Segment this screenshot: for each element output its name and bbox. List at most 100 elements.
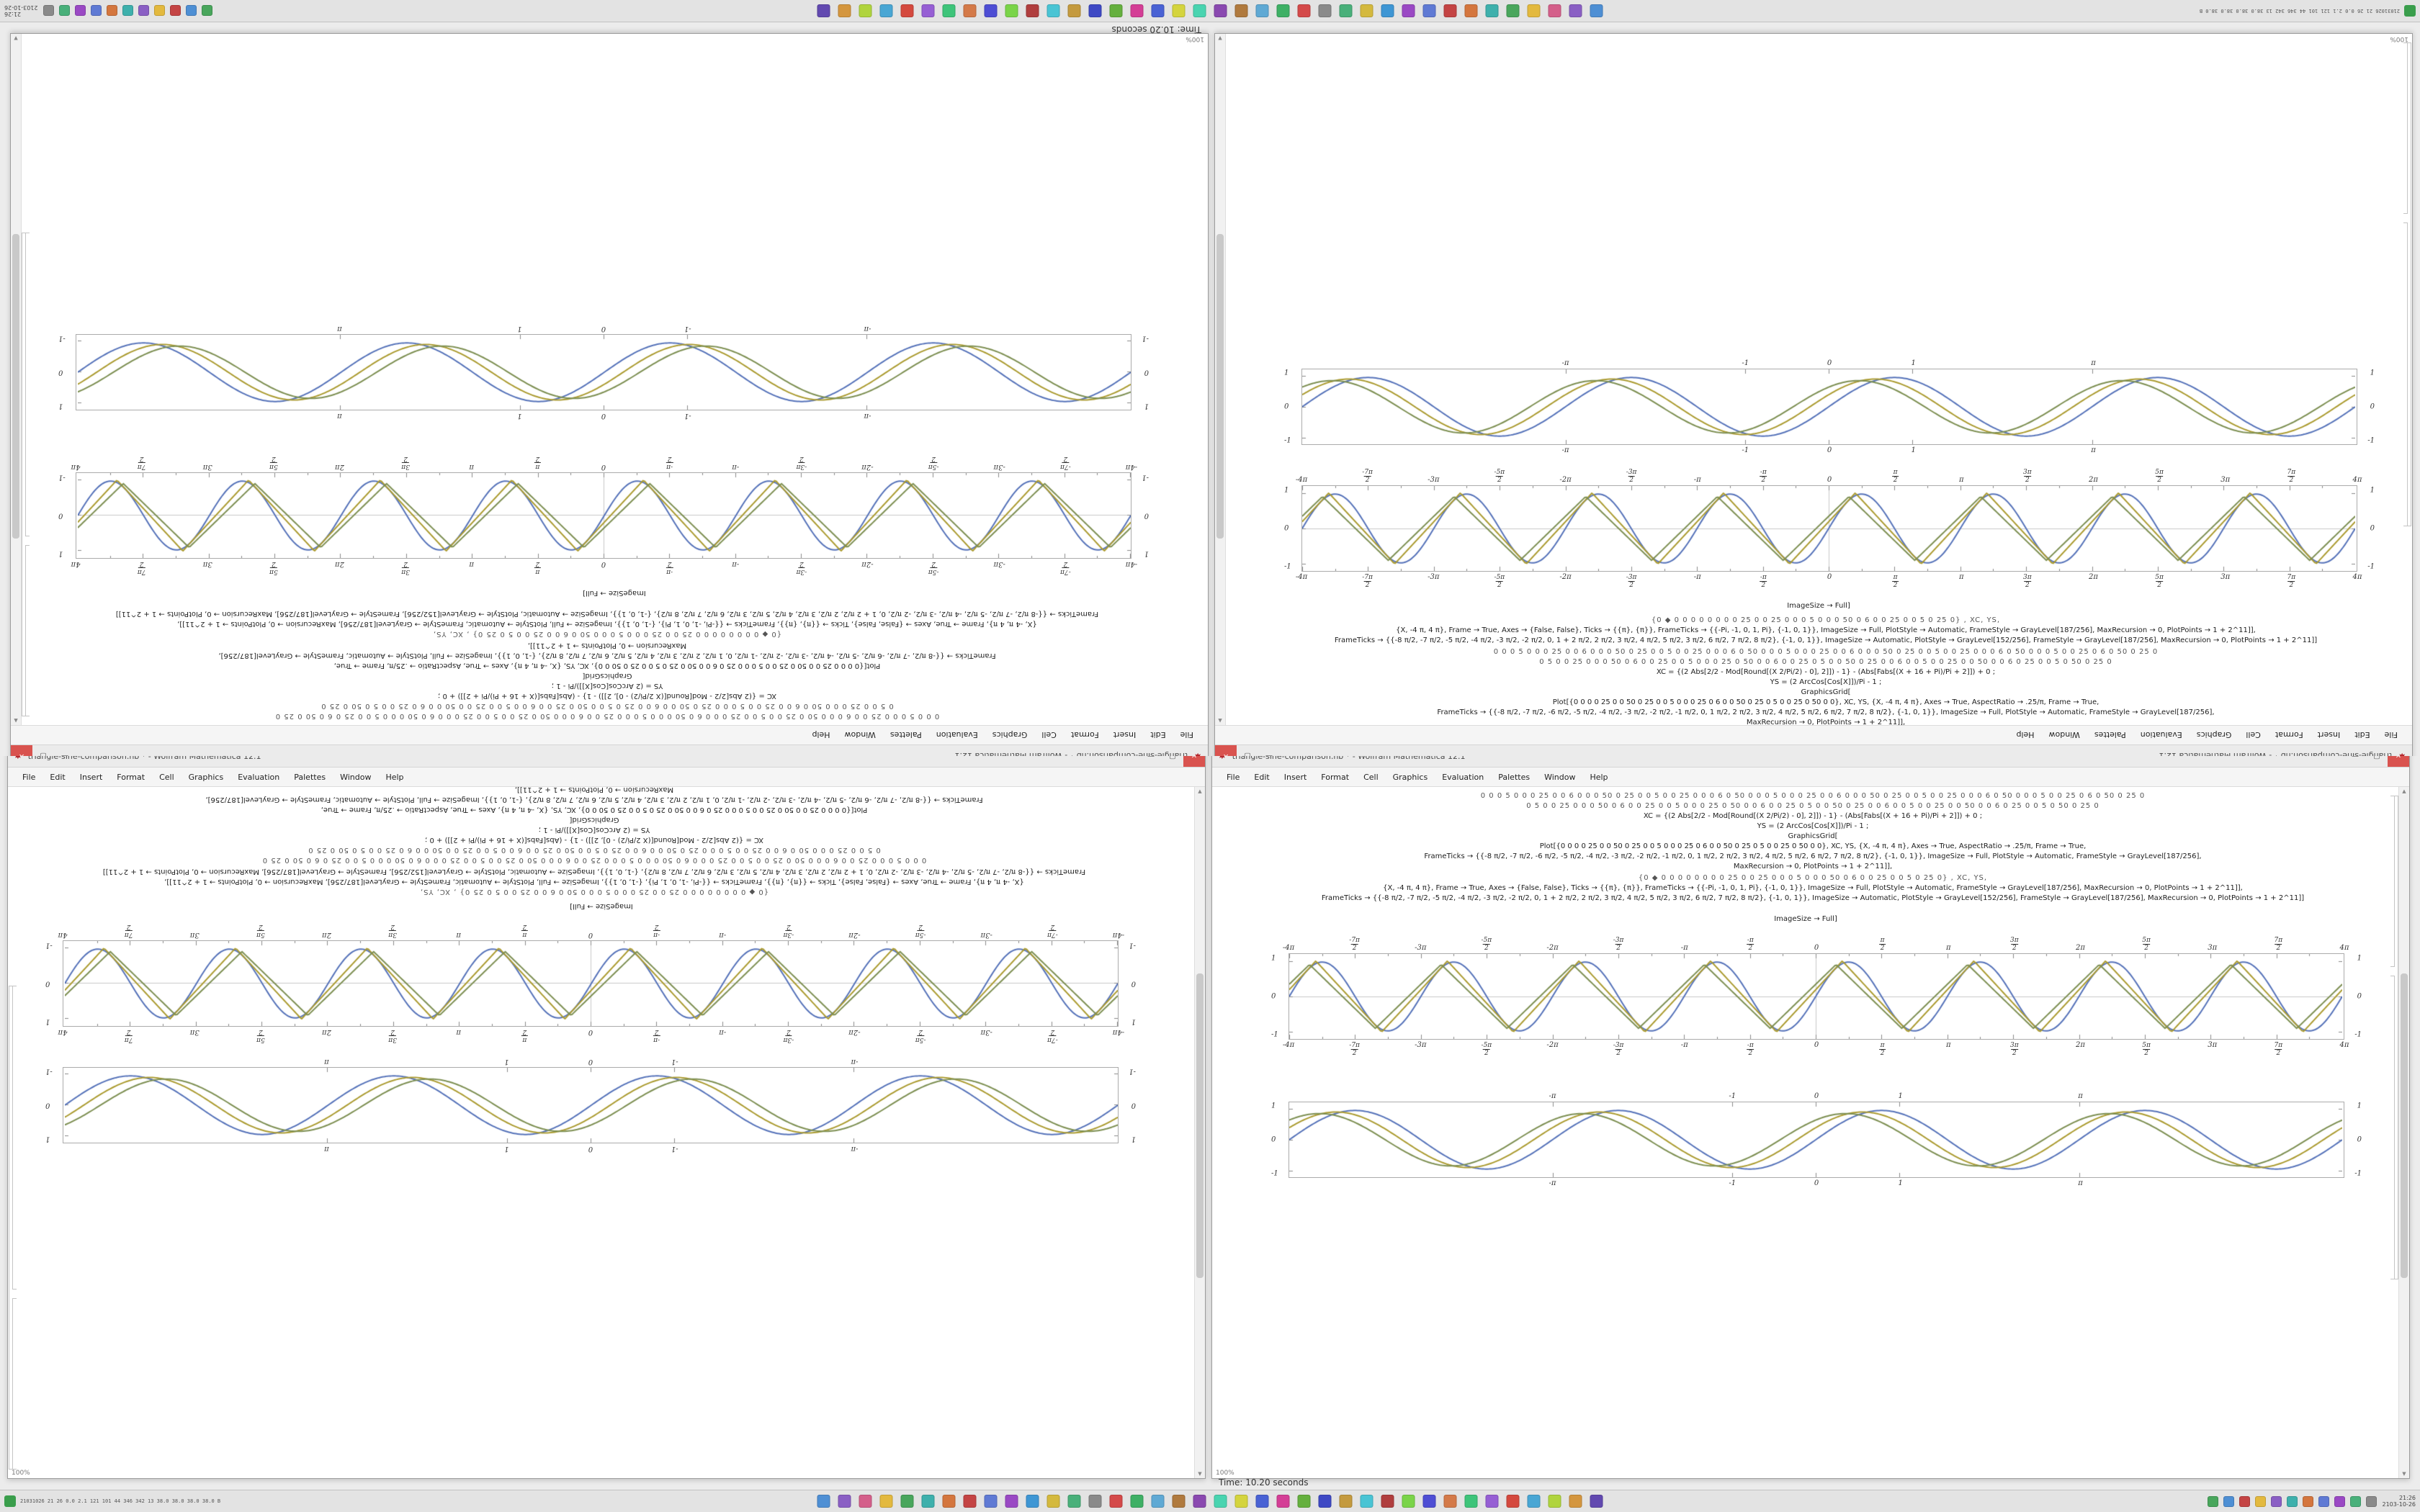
window-titlebar[interactable]: ✸ triangle-sine-comparison.nb * - Wolfra…	[8, 756, 1205, 768]
menu-item-insert[interactable]: Insert	[1283, 772, 1307, 782]
taskbar-app-icon[interactable]	[1214, 1495, 1227, 1508]
taskbar-app-icon[interactable]	[1130, 1495, 1144, 1508]
taskbar-app-icon[interactable]	[1151, 4, 1165, 17]
menu-item-edit[interactable]: Edit	[1150, 730, 1166, 740]
plot-output-dense-ticks[interactable]: -4π -7π 2 -3π -5π 2 -2π -3π 2 -π -π 2 0 π 2 π 3π 2 2π 5π 2 3π…	[45, 922, 1136, 1045]
taskbar-app-icon[interactable]	[1590, 1495, 1603, 1508]
taskbar-app-icon[interactable]	[984, 4, 998, 17]
plot-output-smooth-sine[interactable]: -π -1 0 1 π 1 1 0 0 -1 -1 -π -1 0 1 π	[1284, 354, 2375, 459]
menu-item-help[interactable]: Help	[1590, 772, 1608, 782]
tray-icon[interactable]	[2334, 1495, 2345, 1507]
tray-icon[interactable]	[107, 5, 118, 17]
tray-icon[interactable]	[2238, 1495, 2250, 1507]
tray-icon[interactable]	[2286, 1495, 2298, 1507]
menu-item-graphics[interactable]: Graphics	[992, 730, 1028, 740]
zoom-level[interactable]: 100%	[1186, 35, 1204, 42]
menu-item-window[interactable]: Window	[2048, 730, 2080, 740]
tray-icon[interactable]	[122, 5, 134, 17]
taskbar-app-icon[interactable]	[1464, 4, 1478, 17]
taskbar-app-icon[interactable]	[859, 1495, 872, 1508]
taskbar-app-icon[interactable]	[879, 1495, 893, 1508]
code-cell-definitions[interactable]: 0 0 0 5 0 0 0 25 0 0 6 0 0 0 50 0 25 0 0…	[68, 787, 1120, 865]
taskbar-app-icon[interactable]	[1067, 1495, 1081, 1508]
maximize-button[interactable]: ▢	[40, 752, 47, 757]
window-titlebar[interactable]: ✸ triangle-sine-comparison.nb * - Wolfra…	[11, 744, 1208, 756]
menu-item-format[interactable]: Format	[1070, 730, 1099, 740]
taskbar-app-icon[interactable]	[838, 1495, 851, 1508]
tray-icon[interactable]	[202, 5, 213, 17]
scroll-up-arrow-icon[interactable]: ▲	[14, 718, 18, 724]
taskbar-app-icon[interactable]	[1067, 4, 1081, 17]
vertical-scrollbar[interactable]: ▲ ▼	[1194, 787, 1205, 1478]
tray-icon[interactable]	[2207, 1495, 2218, 1507]
scroll-up-arrow-icon[interactable]: ▲	[2402, 788, 2406, 794]
menu-item-insert[interactable]: Insert	[2317, 730, 2341, 740]
cell-bracket[interactable]	[2390, 796, 2395, 967]
scroll-down-arrow-icon[interactable]: ▼	[1218, 35, 1222, 41]
taskbar-app-icon[interactable]	[1109, 1495, 1123, 1508]
menu-item-graphics[interactable]: Graphics	[188, 772, 224, 782]
taskbar-app-icon[interactable]	[963, 1495, 977, 1508]
menu-item-edit[interactable]: Edit	[1254, 772, 1270, 782]
taskbar-app-icon[interactable]	[1360, 4, 1373, 17]
zoom-level[interactable]: 100%	[1216, 1470, 1234, 1477]
taskbar-app-icon[interactable]	[1047, 4, 1060, 17]
taskbar-app-icon[interactable]	[1193, 1495, 1206, 1508]
taskbar-app-icon[interactable]	[1443, 4, 1457, 17]
tray-icon[interactable]	[154, 5, 166, 17]
minimize-button[interactable]: —	[61, 752, 68, 757]
menu-item-format[interactable]: Format	[2275, 730, 2303, 740]
scrollbar-thumb[interactable]	[1196, 973, 1204, 1278]
taskbar-app-icon[interactable]	[942, 1495, 956, 1508]
cell-group-bracket[interactable]	[22, 233, 26, 716]
taskbar-app-icon[interactable]	[1506, 4, 1520, 17]
menu-item-palettes[interactable]: Palettes	[889, 730, 922, 740]
menu-item-insert[interactable]: Insert	[79, 772, 103, 782]
close-button[interactable]: ✕	[2388, 756, 2409, 767]
menu-item-file[interactable]: File	[1180, 730, 1193, 740]
taskbar-app-icon[interactable]	[1485, 1495, 1499, 1508]
scroll-down-arrow-icon[interactable]: ▼	[1198, 1471, 1202, 1477]
close-button[interactable]: ✕	[11, 745, 32, 756]
scrollbar-thumb[interactable]	[2401, 973, 2408, 1278]
menu-item-file[interactable]: File	[22, 772, 36, 782]
menu-item-insert[interactable]: Insert	[1113, 730, 1137, 740]
taskbar-app-icon[interactable]	[1255, 4, 1269, 17]
menu-item-evaluation[interactable]: Evaluation	[2140, 730, 2182, 740]
minimize-button[interactable]: —	[2352, 756, 2359, 760]
zoom-level[interactable]: 100%	[12, 1470, 30, 1477]
taskbar-app-icon[interactable]	[1172, 4, 1186, 17]
cell-bracket[interactable]	[2390, 976, 2395, 1279]
taskbar-app-icon[interactable]	[921, 1495, 935, 1508]
taskbar-app-icon[interactable]	[2404, 5, 2416, 17]
plot-output-smooth-sine[interactable]: -π -1 0 1 π 1 1 0 0 -1 -1 -π -1 0 1 π	[58, 320, 1149, 425]
vertical-scrollbar[interactable]: ▲ ▼	[11, 34, 22, 725]
menu-item-evaluation[interactable]: Evaluation	[1442, 772, 1484, 782]
menu-item-window[interactable]: Window	[844, 730, 876, 740]
close-button[interactable]: ✕	[1183, 756, 1205, 767]
scroll-up-arrow-icon[interactable]: ▲	[1198, 788, 1202, 794]
taskbar-app-icon[interactable]	[879, 4, 893, 17]
taskbar-app-icon[interactable]	[1234, 1495, 1248, 1508]
menu-item-cell[interactable]: Cell	[159, 772, 174, 782]
menu-item-cell[interactable]: Cell	[1363, 772, 1379, 782]
tray-icon[interactable]	[2349, 1495, 2361, 1507]
taskbar-app-icon[interactable]	[1381, 1495, 1394, 1508]
taskbar-app-icon[interactable]	[1339, 4, 1353, 17]
taskbar-app-icon[interactable]	[1548, 4, 1561, 17]
taskbar-app-icon[interactable]	[1005, 4, 1018, 17]
taskbar-app-icon[interactable]	[1318, 1495, 1332, 1508]
scroll-down-arrow-icon[interactable]: ▼	[2402, 1471, 2406, 1477]
scrollbar-thumb[interactable]	[1216, 234, 1224, 539]
menu-item-edit[interactable]: Edit	[2354, 730, 2370, 740]
menu-item-cell[interactable]: Cell	[1041, 730, 1057, 740]
taskbar-app-icon[interactable]	[1047, 1495, 1060, 1508]
tray-icon[interactable]	[43, 5, 55, 17]
taskbar-app-icon[interactable]	[1088, 1495, 1102, 1508]
vertical-scrollbar[interactable]: ▲ ▼	[2398, 787, 2409, 1478]
menu-item-palettes[interactable]: Palettes	[1498, 772, 1531, 782]
tray-icon[interactable]	[2254, 1495, 2266, 1507]
menu-item-graphics[interactable]: Graphics	[1392, 772, 1428, 782]
tray-icon[interactable]	[2270, 1495, 2282, 1507]
tray-icon[interactable]	[59, 5, 71, 17]
